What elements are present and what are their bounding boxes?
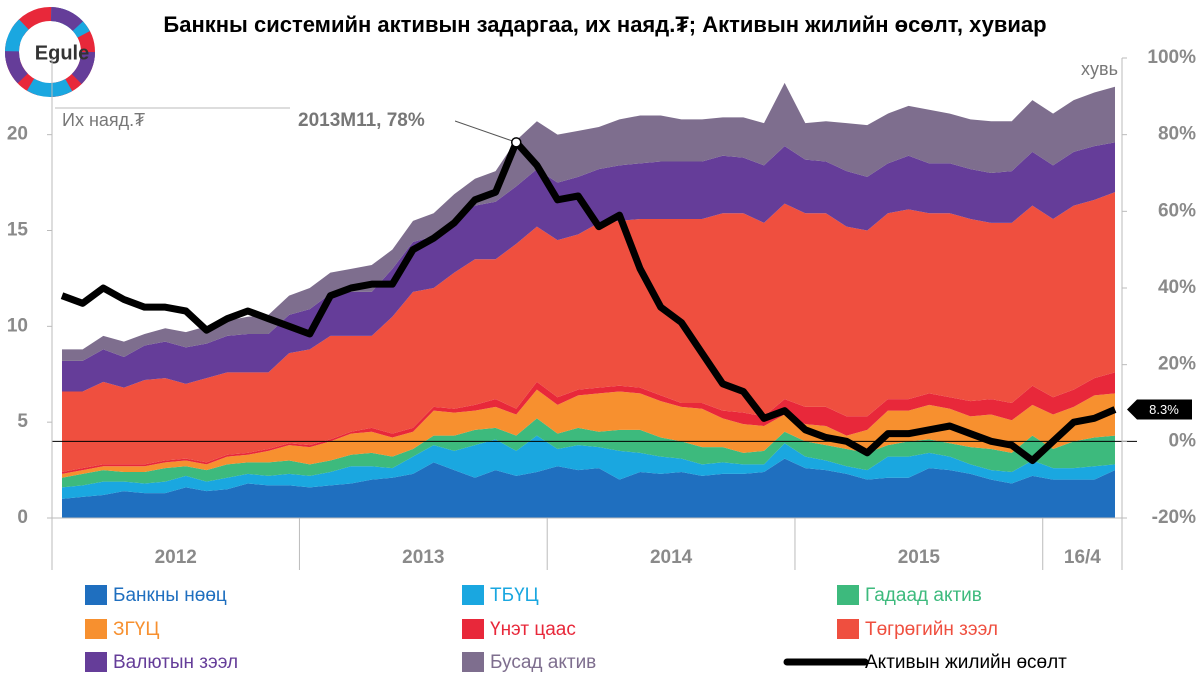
x-group-label: 2013 bbox=[402, 547, 444, 568]
legend-label: Банкны нөөц bbox=[113, 585, 227, 606]
area bbox=[62, 418, 1115, 488]
label-box bbox=[1127, 399, 1192, 420]
legend-label: Валютын зээл bbox=[113, 652, 238, 673]
logo-ring bbox=[5, 7, 95, 97]
legend-swatch bbox=[85, 652, 107, 672]
y2-tick-label: 0% bbox=[1169, 430, 1197, 451]
area bbox=[62, 82, 1115, 361]
y2-tick-label: 60% bbox=[1158, 200, 1196, 221]
area bbox=[62, 142, 1115, 392]
area bbox=[62, 435, 1115, 499]
x-group-label: 2012 bbox=[155, 547, 197, 568]
y-tick-label: 10 bbox=[7, 315, 28, 336]
area bbox=[62, 389, 1115, 478]
y2-tick-label: 40% bbox=[1158, 277, 1196, 298]
legend-label: Гадаад актив bbox=[865, 585, 982, 606]
annotation-point bbox=[510, 137, 522, 148]
logo: Egule bbox=[5, 7, 95, 97]
annotation-box bbox=[292, 106, 455, 136]
line bbox=[60, 138, 1117, 464]
x-group-label: 2014 bbox=[650, 547, 693, 568]
y-tick-label: 15 bbox=[7, 220, 29, 241]
annotation-leader bbox=[454, 120, 517, 143]
area bbox=[62, 458, 1115, 518]
legend-swatch bbox=[85, 585, 107, 605]
legend-label: Төгрөгийн зээл bbox=[865, 619, 998, 640]
logo-center bbox=[32, 28, 80, 76]
area bbox=[62, 372, 1115, 474]
legend-label: Активын жилийн өсөлт bbox=[865, 652, 1067, 673]
annotation: 2013M11, 78% bbox=[298, 110, 425, 131]
y2-tick-label: 100% bbox=[1147, 47, 1196, 68]
legend-swatch bbox=[462, 652, 484, 672]
area bbox=[62, 192, 1115, 472]
y2-tick-label: -20% bbox=[1152, 507, 1196, 528]
y2-tick-label: 20% bbox=[1158, 354, 1196, 375]
x-group-label: 16/4 bbox=[1064, 547, 1101, 568]
logo-text: Egule bbox=[35, 42, 89, 64]
legend-swatch bbox=[837, 619, 859, 639]
y2-axis-label: хувь bbox=[1081, 59, 1118, 79]
legend-label: ЗГҮЦ bbox=[113, 619, 159, 640]
value-label: 8.3% bbox=[1149, 402, 1179, 417]
legend-label: ТБҮЦ bbox=[490, 585, 539, 606]
title-box: Банкны системийн активын задаргаа, их на… bbox=[163, 12, 1047, 37]
y-tick-label: 5 bbox=[17, 411, 28, 432]
y-tick-label: 0 bbox=[17, 507, 28, 528]
legend-label: Үнэт цаас bbox=[490, 619, 576, 640]
legend-label: Бусад актив bbox=[490, 652, 596, 673]
legend-swatch bbox=[462, 585, 484, 605]
chart-title: Банкны системийн активын задаргаа, их на… bbox=[163, 12, 1047, 37]
y-axis-label: Их наяд.₮ bbox=[62, 110, 145, 130]
legend-swatch bbox=[837, 585, 859, 605]
y2-tick-label: 80% bbox=[1158, 124, 1196, 145]
legend-swatch bbox=[85, 619, 107, 639]
legend-swatch bbox=[462, 619, 484, 639]
x-group-label: 2015 bbox=[898, 547, 941, 568]
y-tick-label: 20 bbox=[7, 124, 28, 145]
